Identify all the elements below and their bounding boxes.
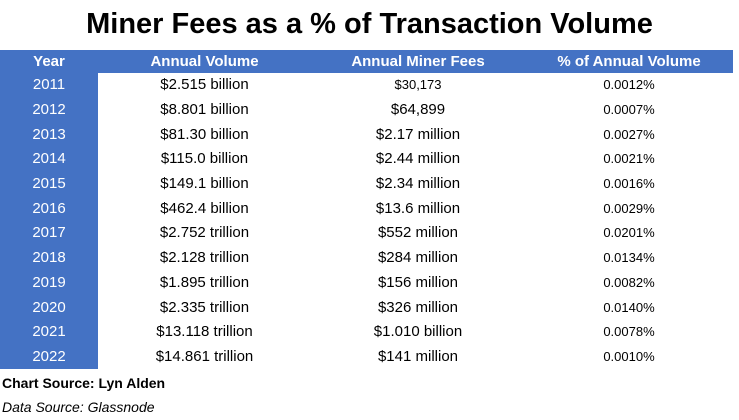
volume-cell: $81.30 billion: [160, 125, 249, 143]
table-row: 2021 $13.118 trillion $1.010 billion 0.0…: [0, 319, 733, 345]
volume-cell: $2.128 trillion: [159, 249, 250, 267]
year-cell: 2012: [0, 97, 98, 123]
percent-cell: 0.0029%: [603, 200, 655, 216]
volume-cell: $149.1 billion: [160, 175, 249, 193]
table-row: 2011 $2.515 billion $30,173 0.0012%: [0, 73, 733, 98]
table-row: 2017 $2.752 trillion $552 million 0.0201…: [0, 221, 733, 246]
percent-cell: 0.0007%: [603, 102, 655, 118]
fees-cell: $13.6 million: [375, 199, 461, 217]
year-cell: 2015: [0, 171, 98, 197]
year-cell: 2022: [0, 344, 98, 370]
table-row: 2019 $1.895 trillion $156 million 0.0082…: [0, 270, 733, 296]
fees-cell: $552 million: [377, 224, 459, 242]
year-cell: 2019: [0, 270, 98, 296]
year-cell: 2021: [0, 319, 98, 345]
percent-cell: 0.0016%: [603, 176, 655, 192]
fees-cell: $326 million: [377, 298, 459, 316]
volume-cell: $1.895 trillion: [159, 273, 250, 291]
volume-cell: $2.335 trillion: [159, 298, 250, 316]
volume-cell: $462.4 billion: [160, 199, 249, 217]
table-row: 2016 $462.4 billion $13.6 million 0.0029…: [0, 196, 733, 222]
fees-cell: $156 million: [377, 273, 459, 291]
percent-cell: 0.0082%: [603, 274, 655, 290]
table-row: 2013 $81.30 billion $2.17 million 0.0027…: [0, 122, 733, 148]
percent-cell: 0.0010%: [603, 348, 655, 364]
percent-cell: 0.0140%: [603, 299, 655, 315]
volume-cell: $2.515 billion: [160, 76, 249, 94]
year-cell: 2011: [0, 73, 98, 98]
header-percent-annual-volume: % of Annual Volume: [525, 50, 733, 73]
year-cell: 2014: [0, 147, 98, 172]
fees-cell: $2.17 million: [375, 125, 461, 143]
percent-cell: 0.0021%: [603, 151, 655, 167]
volume-cell: $13.118 trillion: [156, 323, 253, 341]
percent-cell: 0.0078%: [603, 324, 655, 340]
header-annual-miner-fees: Annual Miner Fees: [311, 50, 525, 73]
fees-cell: $1.010 billion: [373, 323, 463, 341]
header-annual-volume: Annual Volume: [98, 50, 311, 73]
percent-cell: 0.0134%: [603, 250, 655, 266]
table-row: 2020 $2.335 trillion $326 million 0.0140…: [0, 295, 733, 320]
percent-cell: 0.0012%: [603, 77, 655, 93]
chart-source-note: Chart Source: Lyn Alden: [2, 375, 166, 391]
volume-cell: $115.0 billion: [160, 150, 249, 168]
fees-cell: $2.44 million: [375, 150, 461, 168]
fees-cell: $30,173: [394, 77, 442, 93]
year-cell: 2017: [0, 221, 98, 246]
year-cell: 2016: [0, 196, 98, 222]
data-source-note: Data Source: Glassnode: [2, 399, 155, 415]
fees-cell: $141 million: [377, 347, 459, 365]
fees-cell: $64,899: [390, 101, 446, 119]
table-row: 2018 $2.128 trillion $284 million 0.0134…: [0, 245, 733, 271]
header-year: Year: [0, 50, 98, 73]
year-cell: 2013: [0, 122, 98, 148]
table-row: 2012 $8.801 billion $64,899 0.0007%: [0, 97, 733, 123]
table-row: 2014 $115.0 billion $2.44 million 0.0021…: [0, 147, 733, 172]
percent-cell: 0.0027%: [603, 126, 655, 142]
header-row: Year Annual Volume Annual Miner Fees % o…: [0, 50, 733, 73]
table-title: Miner Fees as a % of Transaction Volume: [86, 8, 653, 40]
table-row: 2015 $149.1 billion $2.34 million 0.0016…: [0, 171, 733, 197]
year-cell: 2018: [0, 245, 98, 271]
percent-cell: 0.0201%: [603, 225, 655, 241]
miner-fees-table: Year Annual Volume Annual Miner Fees % o…: [0, 50, 733, 370]
year-cell: 2020: [0, 295, 98, 320]
volume-cell: $8.801 billion: [160, 101, 249, 119]
fees-cell: $284 million: [377, 249, 459, 267]
fees-cell: $2.34 million: [375, 175, 461, 193]
volume-cell: $2.752 trillion: [159, 224, 250, 242]
table-row: 2022 $14.861 trillion $141 million 0.001…: [0, 344, 733, 370]
volume-cell: $14.861 trillion: [155, 347, 254, 365]
